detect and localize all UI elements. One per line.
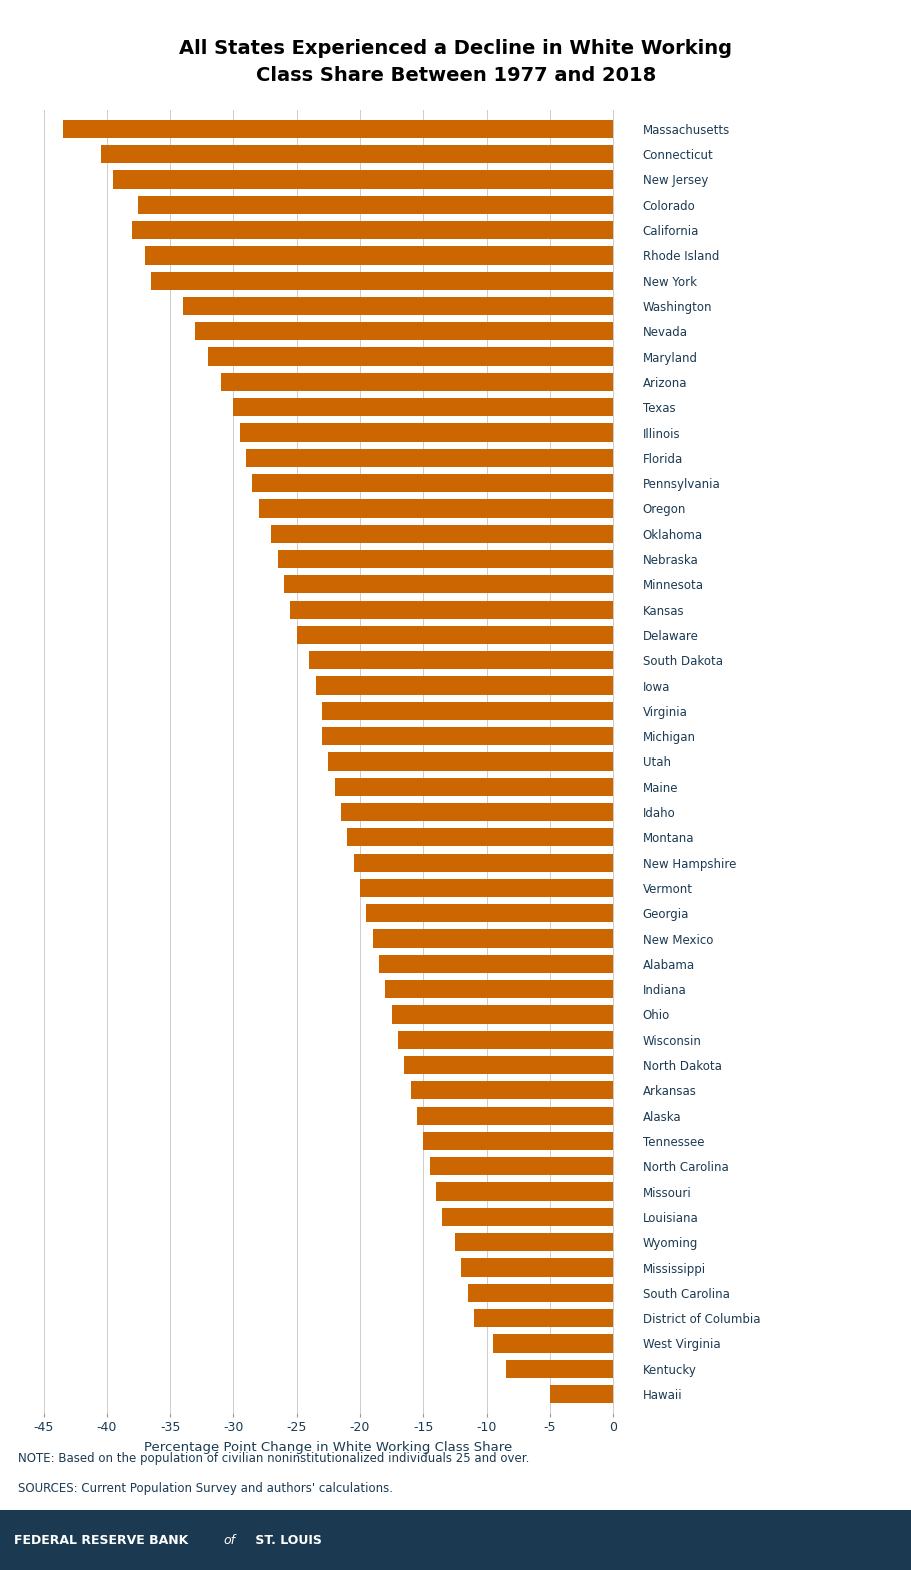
Bar (474, 1309, 612, 1327)
Bar (341, 802, 612, 821)
Bar (423, 1132, 612, 1151)
Bar (360, 879, 612, 896)
Bar (397, 1030, 612, 1049)
X-axis label: Percentage Point Change in White Working Class Share: Percentage Point Change in White Working… (144, 1441, 512, 1454)
Bar (309, 652, 612, 669)
Bar (182, 297, 612, 316)
Bar (373, 929, 612, 948)
Bar (290, 600, 612, 619)
Text: NOTE: Based on the population of civilian noninstitutionalized individuals 25 an: NOTE: Based on the population of civilia… (18, 1452, 529, 1465)
Bar (151, 272, 612, 290)
Bar (138, 196, 612, 214)
Bar (315, 677, 612, 694)
Text: FEDERAL RESERVE BANK: FEDERAL RESERVE BANK (14, 1534, 192, 1546)
Bar (492, 1334, 612, 1352)
Text: ST. LOUIS: ST. LOUIS (251, 1534, 322, 1546)
Bar (277, 550, 612, 568)
Bar (391, 1005, 612, 1024)
Bar (220, 372, 612, 391)
Bar (283, 575, 612, 593)
Bar (347, 829, 612, 846)
Bar (271, 524, 612, 543)
Bar (505, 1360, 612, 1378)
Text: All States Experienced a Decline in White Working
Class Share Between 1977 and 2: All States Experienced a Decline in Whit… (179, 39, 732, 85)
Bar (429, 1157, 612, 1176)
Bar (233, 399, 612, 416)
Bar (404, 1057, 612, 1074)
Bar (145, 246, 612, 264)
Bar (63, 119, 612, 138)
Bar (100, 144, 612, 163)
Bar (410, 1082, 612, 1099)
Bar (442, 1207, 612, 1226)
Bar (461, 1259, 612, 1276)
Bar (296, 626, 612, 644)
Bar (455, 1232, 612, 1251)
Bar (416, 1107, 612, 1124)
Bar (353, 854, 612, 871)
Bar (132, 221, 612, 239)
Bar (379, 955, 612, 973)
Bar (328, 752, 612, 771)
Bar (252, 474, 612, 493)
Bar (384, 980, 612, 999)
Bar (113, 171, 612, 188)
Bar (322, 727, 612, 746)
Bar (195, 322, 612, 341)
Bar (467, 1284, 612, 1302)
Text: of: of (223, 1534, 235, 1546)
Bar (366, 904, 612, 923)
Bar (334, 777, 612, 796)
Bar (259, 499, 612, 518)
Bar (240, 424, 612, 441)
Bar (435, 1182, 612, 1201)
Bar (246, 449, 612, 466)
Bar (208, 347, 612, 366)
Bar (549, 1385, 612, 1404)
Text: SOURCES: Current Population Survey and authors' calculations.: SOURCES: Current Population Survey and a… (18, 1482, 393, 1495)
Bar (322, 702, 612, 721)
